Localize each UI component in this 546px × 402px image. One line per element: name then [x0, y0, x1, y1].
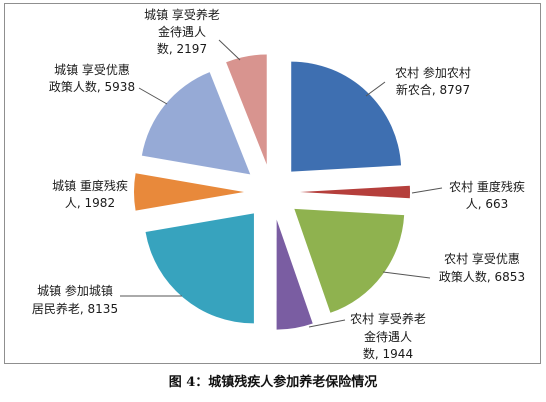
- leader-lines: [120, 39, 443, 328]
- data-label-line: 农村 享受养老: [350, 311, 426, 326]
- pie-slice: [133, 173, 244, 211]
- data-label-line: 城镇 重度残疾: [52, 178, 128, 193]
- pie-slice: [276, 219, 313, 330]
- figure-caption: 图 4：城镇残疾人参加养老保险情况: [169, 374, 378, 390]
- data-label-line: 数, 1944: [363, 346, 413, 361]
- leader-line: [218, 39, 241, 61]
- leader-line: [138, 87, 168, 105]
- data-label: 农村 参加农村新农合, 8797: [395, 65, 471, 97]
- data-label-line: 政策人数, 6853: [439, 269, 525, 284]
- data-label: 城镇 参加城镇居民养老, 8135: [32, 283, 118, 316]
- data-label-line: 城镇 享受养老: [144, 7, 220, 22]
- data-label-line: 人, 663: [466, 197, 509, 211]
- data-label: 农村 享受优惠政策人数, 6853: [439, 251, 525, 284]
- leader-line: [382, 271, 431, 279]
- pie-slice: [226, 54, 267, 165]
- pie-slice: [300, 185, 410, 199]
- chart-frame: [4, 3, 541, 364]
- data-label-line: 城镇 享受优惠: [54, 62, 130, 77]
- data-label: 城镇 享受养老金待遇人数, 2197: [144, 7, 220, 56]
- data-label-line: 农村 参加农村: [395, 65, 471, 80]
- leader-line: [365, 81, 386, 97]
- data-label: 农村 重度残疾人, 663: [449, 179, 525, 211]
- pie-slice: [294, 208, 405, 313]
- pie-slice: [145, 213, 254, 324]
- data-label: 城镇 重度残疾人, 1982: [52, 178, 128, 210]
- data-label-line: 城镇 参加城镇: [37, 283, 113, 298]
- leader-line: [411, 187, 443, 194]
- data-label: 城镇 享受优惠政策人数, 5938: [49, 62, 135, 94]
- pie-slice: [291, 61, 402, 172]
- leader-line: [308, 319, 346, 328]
- data-label-line: 金待遇人: [364, 329, 412, 344]
- pie: [133, 54, 410, 330]
- data-label-line: 数, 2197: [157, 41, 207, 56]
- data-label-line: 居民养老, 8135: [32, 301, 118, 316]
- data-label-line: 金待遇人: [158, 24, 206, 39]
- data-label: 农村 享受养老金待遇人数, 1944: [350, 311, 426, 361]
- pie-slice: [141, 72, 251, 175]
- data-label-line: 农村 重度残疾: [449, 179, 525, 194]
- data-label-line: 农村 享受优惠: [444, 251, 520, 266]
- data-label-line: 政策人数, 5938: [49, 79, 135, 94]
- data-label-line: 人, 1982: [65, 196, 115, 210]
- data-label-line: 新农合, 8797: [396, 82, 470, 97]
